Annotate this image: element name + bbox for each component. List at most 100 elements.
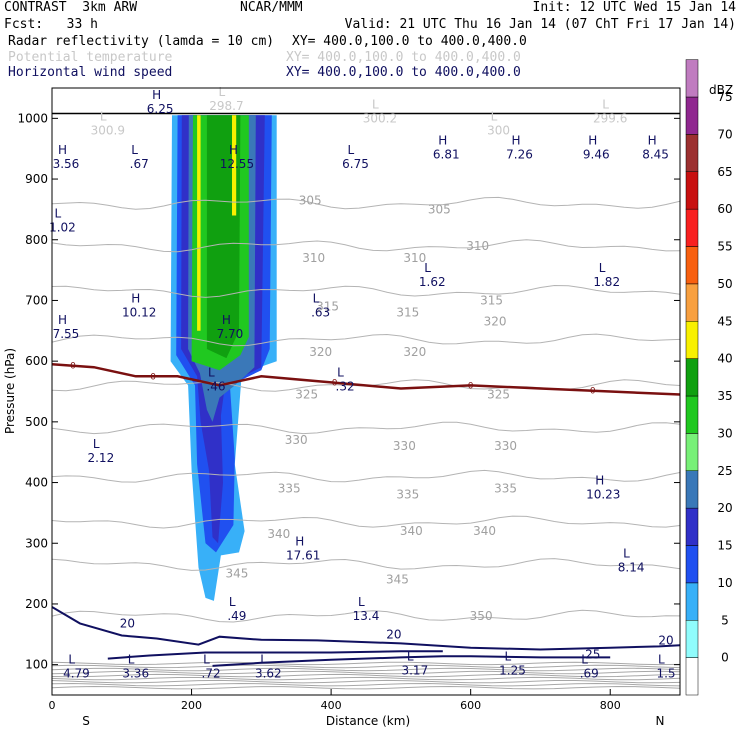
extremum-marker: L <box>581 653 588 667</box>
theta-label: 320 <box>309 345 332 359</box>
extremum-value: 7.26 <box>506 148 533 162</box>
x-tick-label: 600 <box>460 699 481 712</box>
theta-contour <box>52 609 680 623</box>
colorbar-level-label: 75 <box>717 90 732 104</box>
y-tick-label: 300 <box>25 536 48 550</box>
extremum-value: 1.62 <box>419 275 446 289</box>
y-axis-label: Pressure (hPa) <box>3 348 17 434</box>
theta-contour-upper <box>52 676 680 681</box>
plot-frame <box>51 87 681 696</box>
extremum-value: .69 <box>580 667 599 681</box>
theta-label: 310 <box>403 251 426 265</box>
wind-contours: 20 20 20 25 <box>52 606 680 667</box>
extremum-value: 1.82 <box>593 275 620 289</box>
theta-label: 345 <box>225 567 248 581</box>
theta-label: 335 <box>494 482 517 496</box>
colorbar-swatch <box>685 96 699 135</box>
colorbar-level-label: 0 <box>721 651 729 665</box>
colorbar-swatch <box>685 657 699 696</box>
theta-label: 325 <box>487 388 510 402</box>
init-time: Init: 12 UTC Wed 15 Jan 14 <box>532 0 737 15</box>
extremum-marker: H <box>438 134 447 148</box>
theta-label: 330 <box>285 433 308 447</box>
field-xy-theta: XY= 400.0,100.0 to 400.0,400.0 <box>286 50 521 65</box>
colorbar-level-label: 20 <box>717 501 732 515</box>
colorbar-level-label: 45 <box>717 314 732 328</box>
x-end-label-left: S <box>82 714 90 728</box>
y-tick-label: 600 <box>25 354 48 368</box>
colorbar: 0 5 10 15 20 25 30 35 40 45 50 55 60 65 70 75 <box>685 59 733 696</box>
extremum-value: 6.25 <box>147 102 174 116</box>
extremum-value: 299.6 <box>593 111 627 125</box>
freezing-line <box>52 362 680 396</box>
theta-contour <box>52 421 680 435</box>
field-name-theta: Potential temperature <box>8 50 173 65</box>
field-name-reflectivity: Radar reflectivity (lamda = 10 cm) <box>8 34 275 49</box>
extremum-marker: L <box>424 261 431 275</box>
forecast-hour: Fcst: 33 h <box>4 17 98 32</box>
theta-label: 315 <box>316 300 339 314</box>
extremum-value: 298.7 <box>209 99 243 113</box>
theta-label: 310 <box>302 251 325 265</box>
colorbar-swatch <box>685 507 699 546</box>
theta-label: 325 <box>295 388 318 402</box>
x-tick-label: 800 <box>600 699 621 712</box>
extremum-marker: L <box>348 143 355 157</box>
theta-contour-upper <box>52 682 680 687</box>
extremum-value: 10.12 <box>122 306 156 320</box>
theta-label: 315 <box>480 293 503 307</box>
extremum-value: .49 <box>227 609 246 623</box>
extremum-value: .63 <box>311 306 330 320</box>
extremum-value: 17.61 <box>286 548 320 562</box>
extremum-marker: L <box>128 653 135 667</box>
theta-label: 340 <box>473 524 496 538</box>
extremum-value: 3.56 <box>53 157 80 171</box>
extremum-value: 13.4 <box>353 609 380 623</box>
theta-contour <box>52 469 680 483</box>
extremum-marker: H <box>588 134 597 148</box>
theta-label: 340 <box>400 524 423 538</box>
extremum-value: 8.14 <box>618 560 645 574</box>
extremum-value: 7.55 <box>53 327 80 341</box>
extremum-marker: L <box>623 546 630 560</box>
theta-contour-upper <box>52 673 680 678</box>
colorbar-level-label: 70 <box>717 127 732 141</box>
colorbar-swatch <box>685 321 699 359</box>
extremum-marker: H <box>58 143 67 157</box>
y-tick-label: 700 <box>25 293 48 307</box>
theta-label: 315 <box>396 306 419 320</box>
wind-contour <box>212 655 611 667</box>
freezing-label: 0 <box>150 372 156 382</box>
theta-label: 305 <box>428 202 451 216</box>
colorbar-swatch <box>685 545 699 584</box>
colorbar-swatch <box>685 246 699 285</box>
theta-contour-upper <box>52 670 680 675</box>
wind-contour-label: 20 <box>386 627 401 641</box>
extremum-value: 7.70 <box>217 327 244 341</box>
wind-contour-label: 20 <box>120 616 135 630</box>
extremum-marker: L <box>599 261 606 275</box>
theta-contour <box>52 284 680 298</box>
colorbar-swatch <box>685 582 699 621</box>
extremum-value: 8.45 <box>642 148 669 162</box>
extremum-marker: L <box>229 595 236 609</box>
freezing-label: 0 <box>468 381 474 391</box>
reflectivity-region <box>232 115 237 216</box>
extremum-value: .32 <box>336 380 355 394</box>
y-tick-label: 200 <box>25 597 48 611</box>
colorbar-level-label: 15 <box>717 539 732 553</box>
theta-contour-upper <box>52 661 680 666</box>
colorbar-level-label: 55 <box>717 240 732 254</box>
extremum-value: 9.46 <box>583 148 610 162</box>
colorbar-unit: dBZ <box>709 83 733 97</box>
extremum-marker: H <box>648 134 657 148</box>
theta-contour-upper <box>52 664 680 669</box>
theta-label: 330 <box>494 439 517 453</box>
colorbar-level-label: 30 <box>717 426 732 440</box>
freezing-label: 0 <box>70 362 76 372</box>
theta-contour <box>52 196 680 210</box>
colorbar-level-label: 60 <box>717 202 732 216</box>
valid-time: Valid: 21 UTC Thu 16 Jan 14 (07 ChT Fri … <box>344 17 736 32</box>
extremum-value: 6.81 <box>433 148 460 162</box>
